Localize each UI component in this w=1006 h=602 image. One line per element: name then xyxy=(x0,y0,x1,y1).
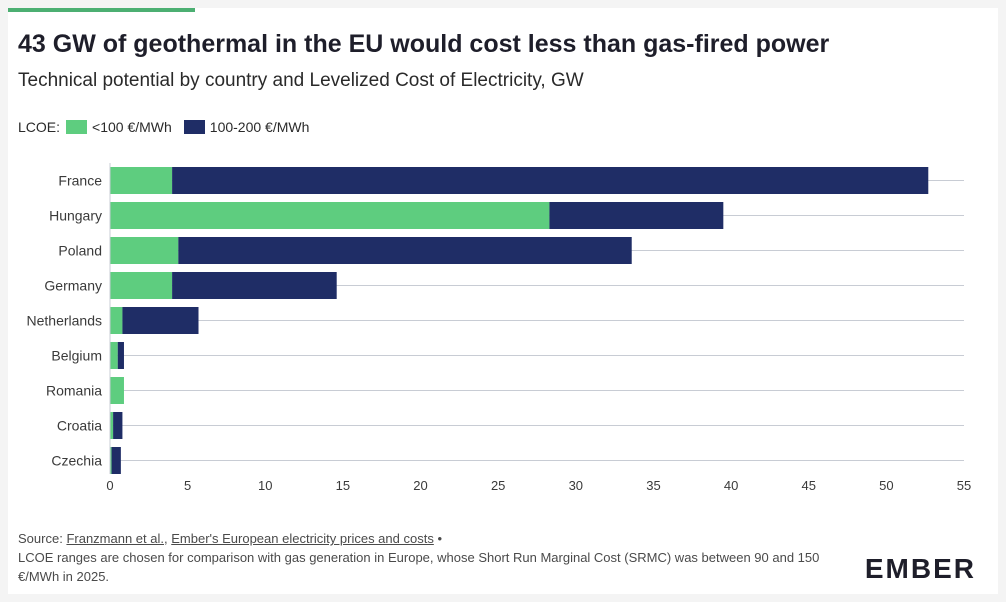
bar-belgium-series-0 xyxy=(110,342,118,369)
chart-title: 43 GW of geothermal in the EU would cost… xyxy=(18,30,830,58)
legend-label-high: 100-200 €/MWh xyxy=(209,119,310,135)
category-label: Croatia xyxy=(57,418,102,434)
bar-germany-series-1 xyxy=(172,272,337,299)
category-label: Romania xyxy=(46,383,102,399)
chart-subtitle: Technical potential by country and Level… xyxy=(18,70,584,91)
category-label: Belgium xyxy=(51,348,102,364)
accent-bar xyxy=(8,8,195,12)
category-label: Poland xyxy=(58,243,102,259)
source-link-ember-prices[interactable]: Ember's European electricity prices and … xyxy=(171,531,434,546)
source-link-franzmann[interactable]: Franzmann et al. xyxy=(66,531,164,546)
category-label: Netherlands xyxy=(27,313,103,329)
x-tick-label: 20 xyxy=(413,478,427,493)
x-tick-label: 45 xyxy=(801,478,815,493)
category-label: France xyxy=(58,173,102,189)
bar-france-series-0 xyxy=(110,167,173,194)
bar-france-series-1 xyxy=(172,167,929,194)
ember-logo: EMBER xyxy=(864,553,976,584)
source-separator: , xyxy=(163,531,168,546)
source-prefix: Source: xyxy=(18,531,63,546)
category-label: Germany xyxy=(44,278,102,294)
legend: LCOE: <100 €/MWh 100-200 €/MWh xyxy=(18,119,315,135)
x-tick-label: 0 xyxy=(106,478,113,493)
bar-netherlands-series-0 xyxy=(110,307,123,334)
bar-croatia-series-0 xyxy=(110,412,114,439)
category-label: Czechia xyxy=(51,453,102,469)
bar-netherlands-series-1 xyxy=(122,307,199,334)
x-tick-label: 50 xyxy=(879,478,893,493)
x-tick-label: 10 xyxy=(258,478,272,493)
legend-swatch-high xyxy=(183,120,205,134)
source-bullet: • xyxy=(437,531,443,546)
bar-poland-series-0 xyxy=(110,237,179,264)
x-tick-label: 30 xyxy=(569,478,583,493)
source-note: Source: Franzmann et al., Ember's Europe… xyxy=(18,529,838,586)
legend-swatch-low xyxy=(66,120,88,134)
x-tick-label: 5 xyxy=(184,478,191,493)
legend-prefix: LCOE: xyxy=(18,119,61,135)
bar-germany-series-0 xyxy=(110,272,173,299)
category-label: Hungary xyxy=(49,208,102,224)
bar-hungary-series-1 xyxy=(549,202,724,229)
x-tick-label: 35 xyxy=(646,478,660,493)
lcoe-note: LCOE ranges are chosen for comparison wi… xyxy=(18,550,820,584)
bar-czechia-series-0 xyxy=(110,447,112,474)
bar-chart: France Hungary Poland Germany Netherlands Bel… xyxy=(27,163,971,493)
bar-belgium-series-1 xyxy=(117,342,124,369)
bar-czechia-series-1 xyxy=(111,447,121,474)
x-tick-label: 55 xyxy=(957,478,971,493)
x-tick-label: 15 xyxy=(336,478,350,493)
bar-poland-series-1 xyxy=(178,237,632,264)
legend-label-low: <100 €/MWh xyxy=(92,119,172,135)
legend-item-high: 100-200 €/MWh xyxy=(178,119,310,135)
bar-hungary-series-0 xyxy=(110,202,550,229)
legend-item-low: <100 €/MWh xyxy=(60,119,172,135)
x-tick-label: 25 xyxy=(491,478,505,493)
chart-card: 43 GW of geothermal in the EU would cost… xyxy=(8,8,998,594)
bar-romania-series-0 xyxy=(110,377,124,404)
x-tick-label: 40 xyxy=(724,478,738,493)
bar-croatia-series-1 xyxy=(113,412,123,439)
